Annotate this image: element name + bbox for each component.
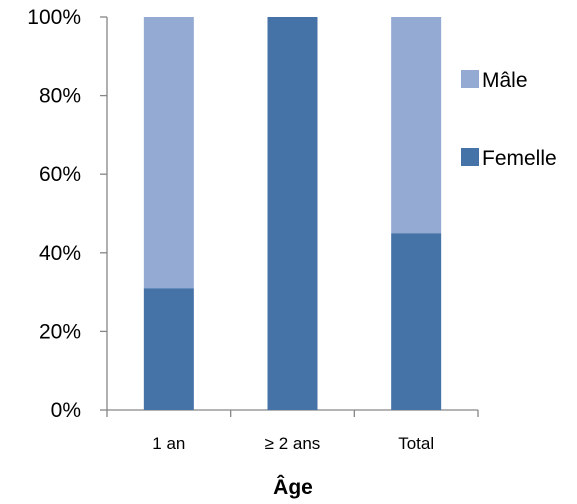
y-tick-label: 0% [51,399,81,422]
x-tick-label: Total [398,434,434,453]
legend-label: Mâle [482,69,528,92]
tick-labels: 0% 20% 40% 60% 80% 100% 1 an ≥ 2 ans Total [27,6,434,453]
legend-swatch [461,148,479,166]
x-tick-label: 1 an [152,434,185,453]
legend-label: Femelle [482,147,557,170]
y-tick-label: 20% [39,320,81,343]
legend-swatch [461,70,479,88]
x-tick-label: ≥ 2 ans [265,434,321,453]
y-tick-label: 40% [39,242,81,265]
y-tick-label: 100% [27,6,81,29]
bars [143,17,442,410]
bar-femelle-1 [143,288,194,410]
bar-femelle-2 [267,17,318,410]
x-axis-title: Âge [273,475,313,499]
y-tick-label: 60% [39,163,81,186]
y-tick-label: 80% [39,85,81,108]
bar-mâle-3 [391,17,442,234]
bar-femelle-3 [391,233,442,410]
bar-mâle-1 [143,17,194,289]
legend: Mâle Femelle [461,69,557,170]
